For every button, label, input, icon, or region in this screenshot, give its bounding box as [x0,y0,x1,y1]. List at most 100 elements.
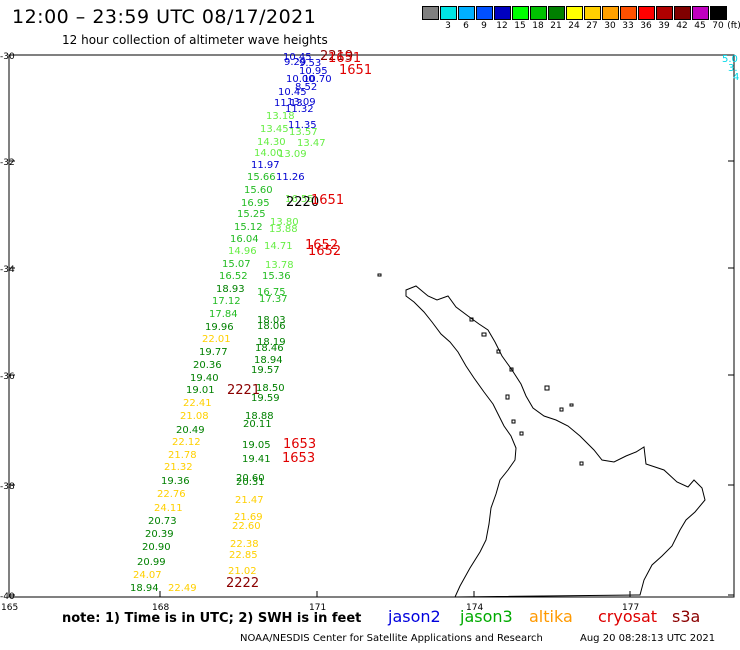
wave-height-label: 2222 [226,576,259,591]
satellite-name-altika: altika [529,607,573,626]
wave-height-label: 11.26 [276,172,305,183]
wave-height-label: 16.95 [241,198,270,209]
scale-swatch [710,6,727,20]
islet-outline [496,349,501,354]
wave-height-label: 19.57 [251,365,280,376]
generated-timestamp: Aug 20 08:28:13 UTC 2021 [580,633,716,644]
scale-swatch [656,6,673,20]
edge-wave-label: 3. [728,63,738,74]
wave-height-label: 19.01 [186,385,215,396]
islet-outline [481,332,487,337]
islet-outline [377,273,382,277]
wave-height-label: 21.02 [228,566,257,577]
wave-height-label: 16.52 [219,271,248,282]
islet-outline [509,367,514,372]
wave-height-label: 22.85 [229,550,258,561]
wave-height-label: 1653 [282,451,315,466]
wave-height-label: 22.38 [230,539,259,550]
lat-label: -34 [0,265,15,275]
wave-height-label: 15.66 [247,172,276,183]
scale-label: 70 [712,21,724,31]
wave-height-label: 21.47 [235,495,264,506]
footer-note: note: 1) Time is in UTC; 2) SWH is in fe… [62,611,362,626]
islet-outline [559,407,564,412]
wave-height-label: 19.40 [190,373,219,384]
wave-height-label: 16.04 [230,234,259,245]
wave-height-label: 1651 [339,63,372,78]
lon-label: 165 [1,603,18,613]
page-title: 12:00 – 23:59 UTC 08/17/2021 [12,6,317,28]
new-zealand-coastline [377,273,706,598]
scale-label: 18 [532,21,544,31]
wave-height-label: 22.60 [232,521,261,532]
wave-height-label: 18.46 [255,343,284,354]
wave-height-label: 22.01 [202,334,231,345]
wave-height-label: 20.39 [145,529,174,540]
scale-swatch [440,6,457,20]
map-border [8,54,735,598]
edge-wave-label: 4 [733,72,739,83]
scale-swatch [512,6,529,20]
scale-label: 42 [676,21,688,31]
wave-height-label: 20.31 [236,477,265,488]
wave-height-label: 19.96 [205,322,234,333]
scale-swatch [584,6,601,20]
wave-height-label: 19.59 [251,393,280,404]
wave-height-label: 1653 [283,437,316,452]
scale-label: 27 [586,21,598,31]
wave-height-label: 2219 [320,49,353,64]
scale-label: 45 [694,21,706,31]
wave-height-label: 20.60 [236,473,265,484]
scale-swatch [620,6,637,20]
wave-height-label: 21.69 [234,512,263,523]
wave-height-label: 22.12 [172,437,201,448]
wave-height-label: 14.00 [254,148,283,159]
wave-height-label: 1651 [311,193,344,208]
wave-height-label: 11.32 [285,104,314,115]
wave-height-label: 18.93 [216,284,245,295]
edge-wave-label: 5.0 [722,54,738,65]
wave-height-label: 2220 [286,195,319,210]
wave-height-label: 20.90 [142,542,171,553]
wave-height-label: 18.50 [256,383,285,394]
scale-label: 24 [568,21,580,31]
wave-height-label: 11.35 [288,120,317,131]
lat-label: -36 [0,372,15,382]
scale-swatch [602,6,619,20]
scale-label: 39 [658,21,670,31]
lat-label: -30 [0,52,15,62]
wave-height-label: 9.53 [299,58,321,69]
wave-height-label: 17.12 [212,296,241,307]
scale-label: 33 [622,21,634,31]
lat-label: -40 [0,592,15,602]
scale-swatch [692,6,709,20]
wave-height-label: 14.71 [264,241,293,252]
wave-height-label: 15.36 [262,271,291,282]
wave-height-label: 24.11 [154,503,183,514]
map-frame [8,54,735,598]
wave-height-label: 10.70 [303,74,332,85]
wave-height-label: 13.09 [278,149,307,160]
wave-height-label: 14.96 [228,246,257,257]
lat-label: -32 [0,158,15,168]
wave-height-label: 20.99 [137,557,166,568]
wave-height-label: 10.45 [283,52,312,63]
wave-height-label: 20.11 [243,419,272,430]
islet-outline [519,431,524,436]
wave-height-label: 10.45 [278,87,307,98]
scale-swatch [566,6,583,20]
lon-label: 168 [152,603,169,613]
wave-height-label: 15.60 [244,185,273,196]
wave-height-label: 14.30 [257,137,286,148]
wave-height-label: 19.36 [161,476,190,487]
wave-height-label: 13.78 [265,260,294,271]
wave-height-label: 20.49 [176,425,205,436]
wave-height-label: 18.94 [254,355,283,366]
page-subtitle: 12 hour collection of altimeter wave hei… [62,33,328,47]
wave-height-label: 17.37 [259,294,288,305]
scale-label: 36 [640,21,652,31]
scale-label: 6 [463,21,469,31]
